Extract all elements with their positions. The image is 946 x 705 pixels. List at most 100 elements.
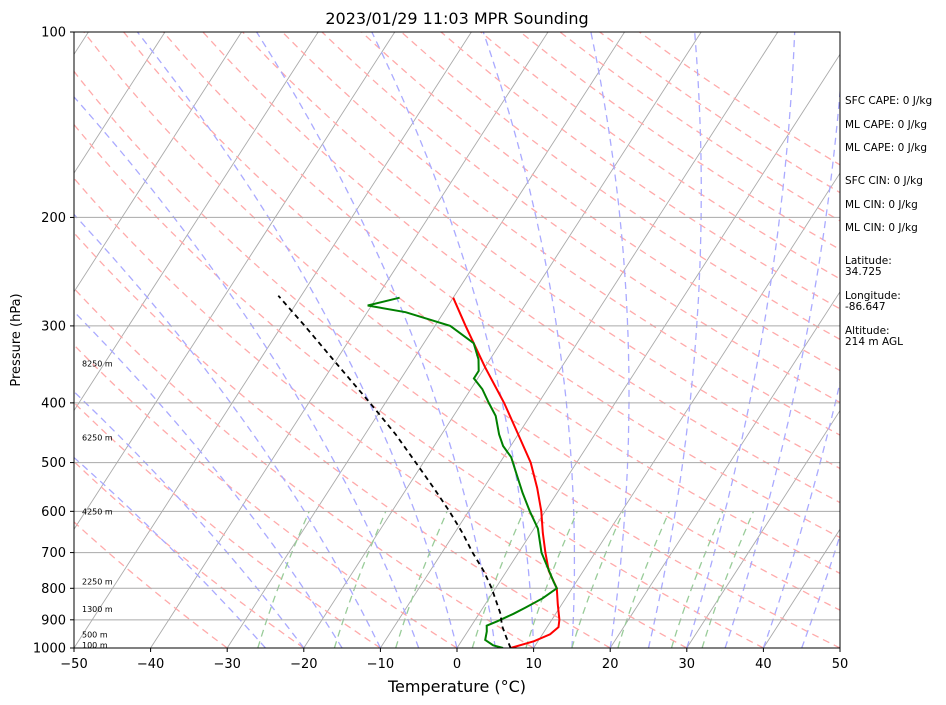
dry-adiabat-line xyxy=(74,287,534,648)
isotherm-line xyxy=(456,53,840,648)
dry-adiabat-line xyxy=(83,32,840,611)
plot-frame xyxy=(73,31,841,649)
height-label: 2250 m xyxy=(82,578,113,587)
dry-adiabat-line xyxy=(123,32,840,575)
x-tick-label: 50 xyxy=(832,657,849,672)
x-tick-label: −50 xyxy=(60,657,87,672)
dry-adiabat-line xyxy=(202,32,840,504)
moist-adiabat-line xyxy=(74,310,343,648)
x-tick-label: 20 xyxy=(602,657,619,672)
dry-adiabat-line xyxy=(480,32,840,280)
sounding-stat-text: 34.725 xyxy=(845,266,882,278)
isotherm-line xyxy=(686,409,840,648)
y-tick-label: 100 xyxy=(41,26,66,41)
isotherm-line xyxy=(74,32,242,293)
height-label: 6250 m xyxy=(82,433,113,442)
dry-adiabat-line xyxy=(74,123,764,648)
mixing-ratio-line xyxy=(670,511,724,648)
moist-adiabat-line xyxy=(256,32,496,648)
dry-adiabat-line xyxy=(321,32,840,404)
dewpoint-profile-line xyxy=(367,296,559,648)
x-axis: −50 −40 −30 −20 −10 0 10 20 30 40 50 xyxy=(60,648,848,672)
dry-adiabat-line xyxy=(400,32,840,341)
isotherm-line xyxy=(226,32,625,648)
moist-adiabat-line xyxy=(482,32,576,648)
height-labels: 8250 m 6250 m 4250 m 2250 m 1300 m 500 m 100 m xyxy=(82,359,113,649)
height-label: 500 m xyxy=(82,630,108,639)
y-tick-label: 700 xyxy=(41,546,66,561)
dry-adiabat-line xyxy=(74,521,228,648)
mixing-ratio-line xyxy=(525,511,578,648)
isotherm-line xyxy=(380,32,779,648)
dry-adiabat-line xyxy=(162,32,840,539)
chart-title: 2023/01/29 11:03 MPR Sounding xyxy=(325,9,588,28)
isotherm-line xyxy=(533,172,840,648)
x-tick-label: 30 xyxy=(679,657,696,672)
y-axis: 100 200 300 400 500 600 700 800 900 1000 xyxy=(33,26,74,657)
sounding-stat-text: ML CIN: 0 J/kg xyxy=(845,199,918,211)
dry-adiabat-line xyxy=(361,32,840,372)
isotherm-line xyxy=(150,32,549,648)
moist-adiabat-line xyxy=(74,213,381,648)
dry-adiabat-line xyxy=(440,32,840,310)
isotherm-line xyxy=(609,290,840,648)
y-tick-label: 1000 xyxy=(33,642,66,657)
isotherm-line xyxy=(303,32,702,648)
x-tick-label: −40 xyxy=(137,657,164,672)
height-label: 8250 m xyxy=(82,359,113,368)
isotherm-line xyxy=(74,32,166,174)
moist-adiabat-line xyxy=(647,32,702,648)
y-tick-label: 900 xyxy=(41,613,66,628)
x-tick-label: 10 xyxy=(525,657,542,672)
sounding-stat-text: Latitude: xyxy=(845,255,892,267)
sounding-stat-text: ML CAPE: 0 J/kg xyxy=(845,119,927,131)
moist-adiabat-line xyxy=(74,390,305,648)
x-tick-label: −30 xyxy=(213,657,240,672)
sounding-stats: SFC CAPE: 0 J/kg ML CAPE: 0 J/kg ML CAPE: … xyxy=(845,95,932,348)
sounding-stat-text: SFC CIN: 0 J/kg xyxy=(845,175,923,187)
moist-adiabat-line xyxy=(371,32,535,648)
sounding-stat-text: Altitude: xyxy=(845,325,890,337)
isotherm-line xyxy=(74,32,319,412)
height-label: 1300 m xyxy=(82,605,113,614)
mixing-ratio-line xyxy=(257,511,310,648)
moist-adiabat-line xyxy=(590,32,630,648)
x-tick-label: 40 xyxy=(755,657,772,672)
moist-adiabat-line xyxy=(136,32,458,648)
isotherm-line xyxy=(74,32,396,531)
mixing-ratio-line xyxy=(471,511,525,648)
parcel-profile-line xyxy=(277,295,512,648)
y-tick-label: 600 xyxy=(41,505,66,520)
sounding-stat-text: SFC CAPE: 0 J/kg xyxy=(845,95,932,107)
sounding-stat-text: ML CAPE: 0 J/kg xyxy=(845,142,927,154)
dry-adiabat-line xyxy=(74,460,305,648)
sounding-stat-text: Longitude: xyxy=(845,290,901,302)
y-tick-label: 200 xyxy=(41,211,66,226)
y-tick-label: 500 xyxy=(41,456,66,471)
dry-adiabat-line xyxy=(74,231,611,648)
profile-series xyxy=(277,295,561,648)
y-tick-label: 800 xyxy=(41,582,66,597)
moist-adiabat-line xyxy=(74,95,420,648)
sounding-stat-text: -86.647 xyxy=(845,301,886,313)
temperature-profile-line xyxy=(452,297,561,648)
sounding-stat-text: ML CIN: 0 J/kg xyxy=(845,222,918,234)
x-tick-label: 0 xyxy=(453,657,461,672)
dry-adiabat-line xyxy=(74,177,688,648)
pressure-grid xyxy=(74,31,840,649)
moist-adiabat-line xyxy=(686,32,796,648)
x-tick-label: −10 xyxy=(367,657,394,672)
y-tick-label: 400 xyxy=(41,396,66,411)
dry-adiabat-line xyxy=(74,401,381,648)
height-label: 100 m xyxy=(82,641,108,650)
x-tick-label: −20 xyxy=(290,657,317,672)
y-tick-label: 300 xyxy=(41,319,66,334)
height-label: 4250 m xyxy=(82,507,113,516)
moist-adiabat-line xyxy=(74,456,266,648)
mixing-ratio-line xyxy=(571,511,624,648)
isotherm-line xyxy=(74,32,472,648)
dry-adiabat-line xyxy=(74,70,840,648)
y-axis-label: Pressure (hPa) xyxy=(9,293,24,386)
sounding-stat-text: 214 m AGL xyxy=(845,336,903,348)
